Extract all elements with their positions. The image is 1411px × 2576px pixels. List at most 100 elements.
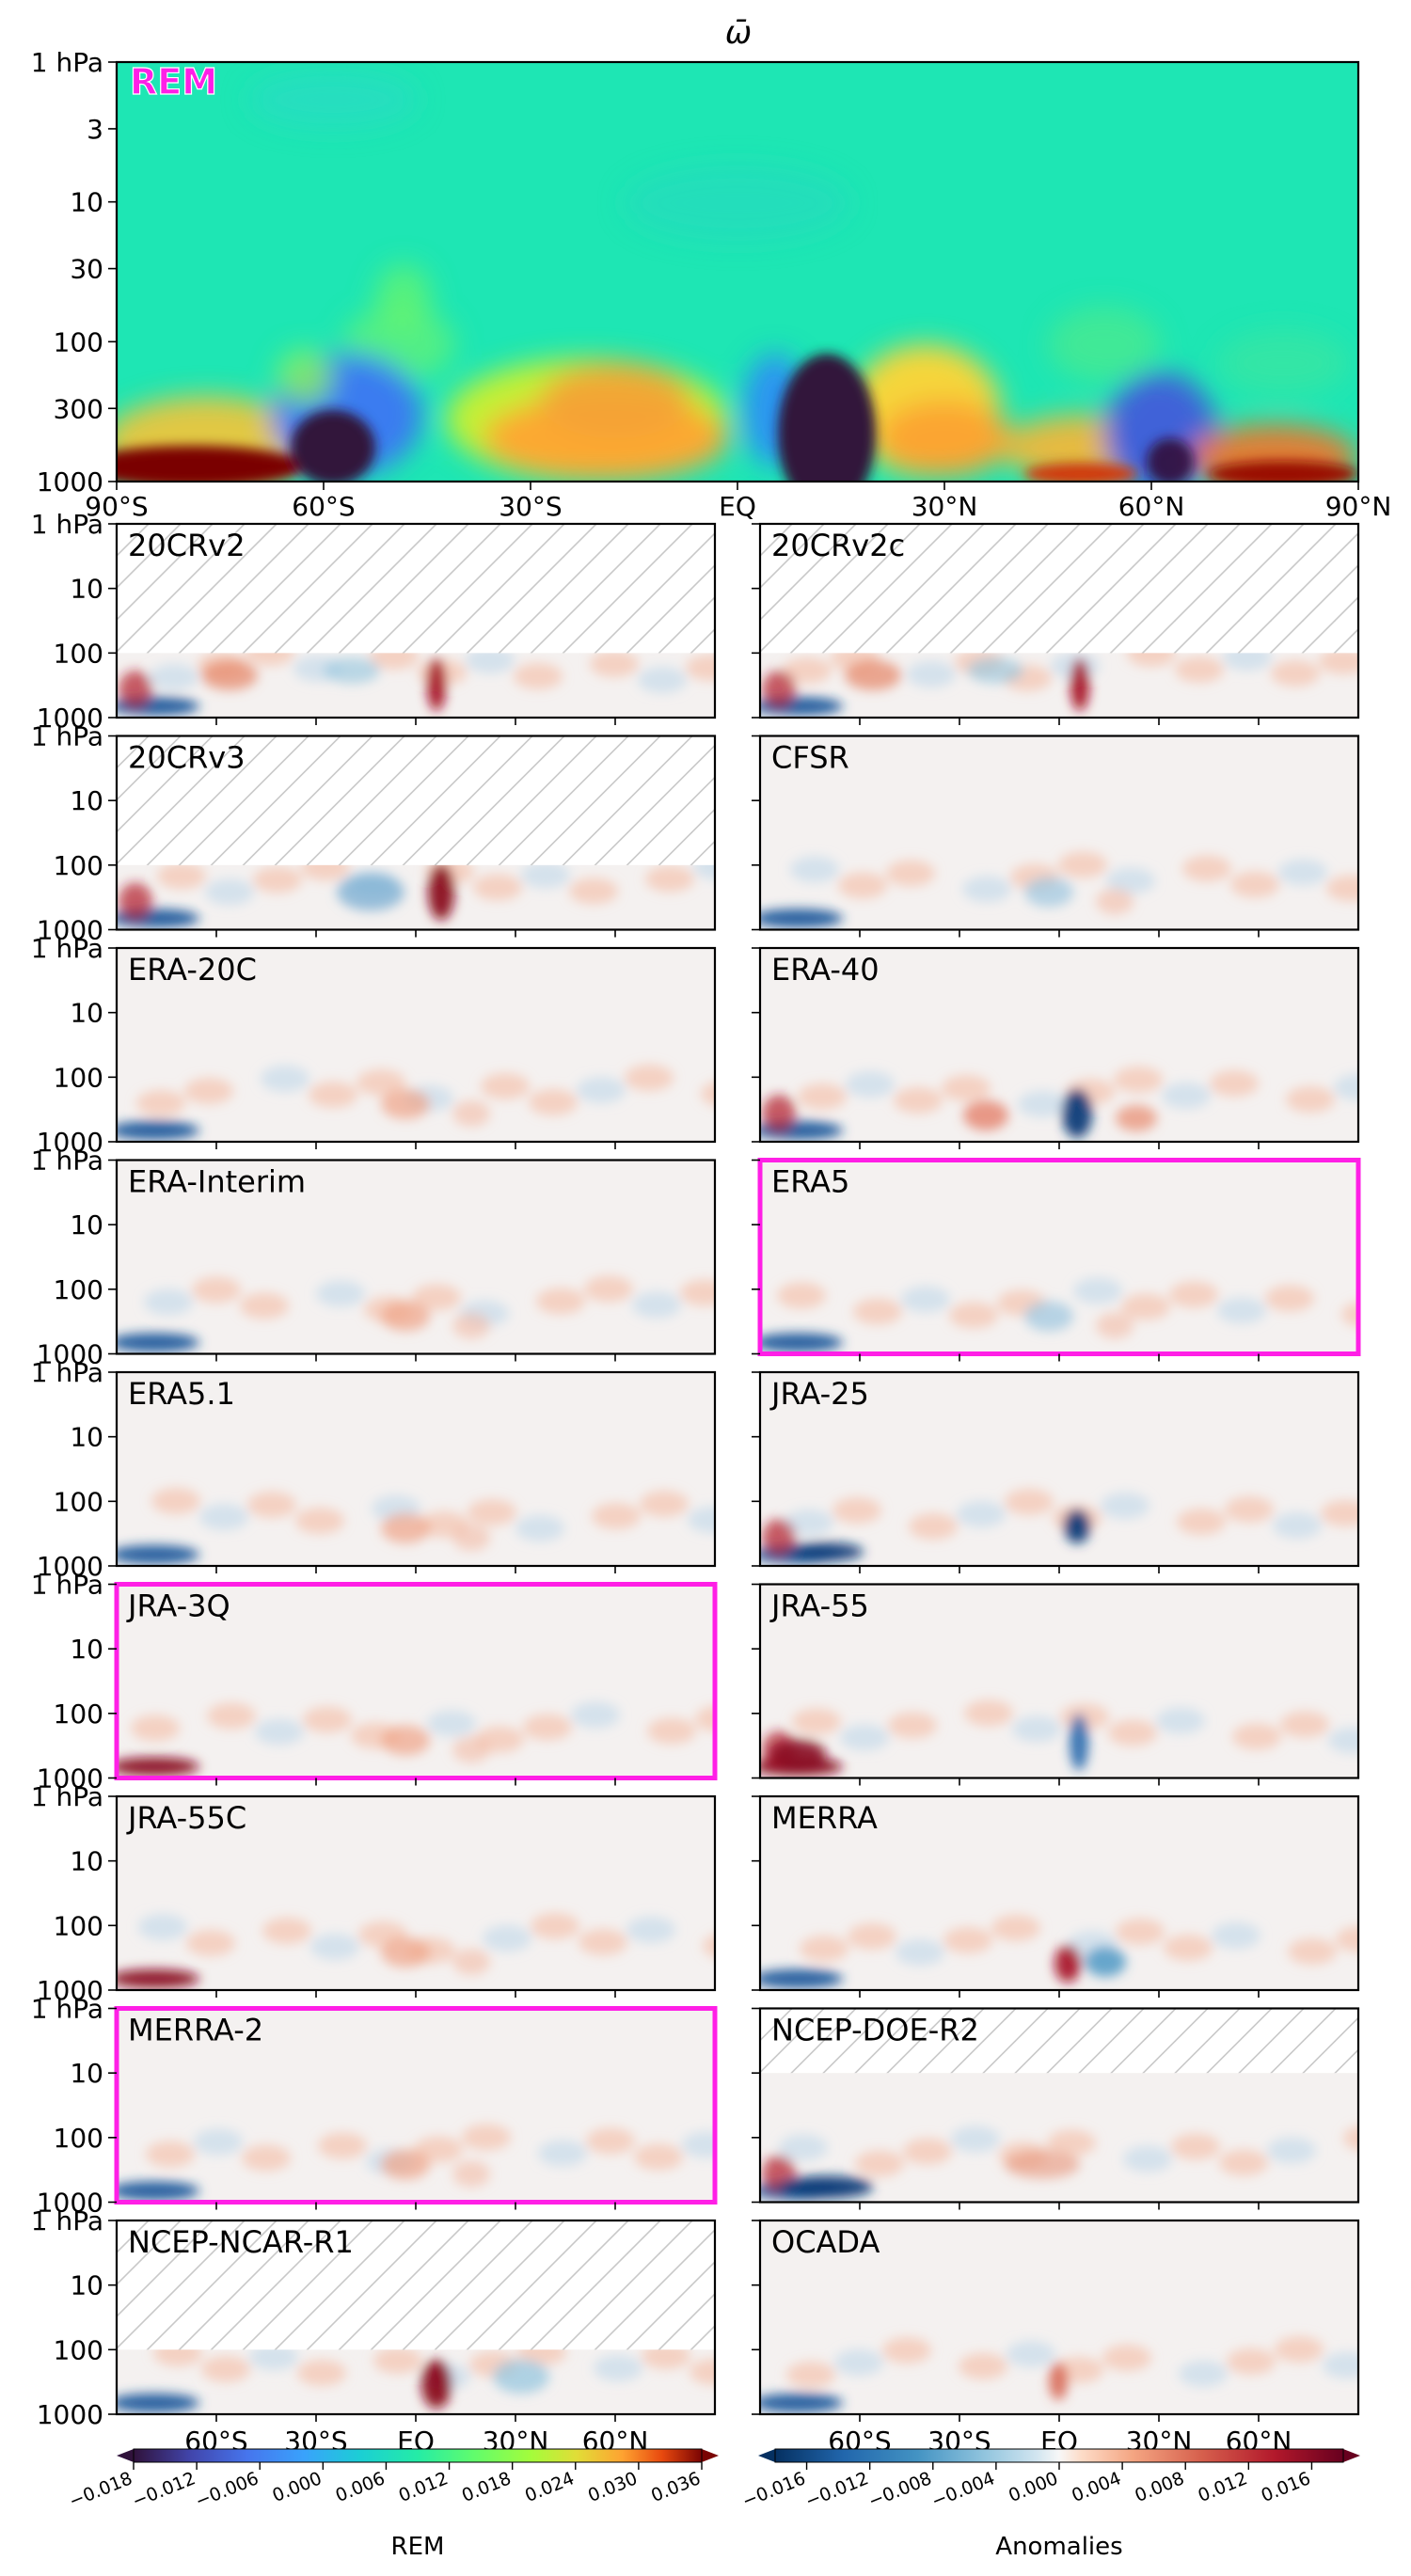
figure-title: ω̄ [725, 14, 752, 52]
rem-x-tick-label: 30°S [499, 491, 562, 522]
colorbar-tick-label: 0.024 [522, 2468, 578, 2506]
panel-y-tick-label: 10 [70, 2058, 103, 2089]
panel-field [760, 2008, 1358, 2203]
panel-field [117, 1584, 715, 1778]
rem-y-tick-label: 100 [54, 326, 103, 357]
colorbar-tick-label: 0.018 [459, 2468, 515, 2506]
panel-label: JRA-55 [769, 1588, 869, 1624]
rem-x-tick-label: 60°S [292, 491, 355, 522]
panel-era-interim: ERA-Interim 1 hPa 10 100 1000 [31, 1146, 717, 1370]
missing-data-hatch [760, 2008, 1358, 2074]
panel-y-tick-label: 100 [54, 638, 103, 669]
panel-y-tick-label: 10 [70, 1422, 103, 1453]
colorbar-tick-label: 0.030 [585, 2468, 641, 2506]
panel-field [117, 2220, 715, 2414]
panel-label: MERRA [771, 1800, 878, 1836]
panel-field [760, 1584, 1358, 1778]
rem-y-tick-label: 1 hPa [31, 47, 103, 78]
rem-x-tick-label: 30°N [912, 491, 978, 522]
colorbar-tick-label: 0.000 [270, 2468, 325, 2506]
panel-y-tick-label: 100 [54, 2123, 103, 2154]
panel-label: JRA-25 [769, 1376, 869, 1412]
panel-y-tick-label: 1000 [37, 1339, 103, 1370]
panel-field [760, 735, 1358, 930]
colorbar-tick-label: 0.006 [333, 2468, 388, 2506]
panel-y-tick-label: 1 hPa [31, 933, 103, 964]
panel-y-tick-label: 1 hPa [31, 1994, 103, 2025]
panel-y-tick-label: 1000 [37, 703, 103, 734]
panel-era-40: ERA-40 [752, 946, 1360, 1149]
panel-field [760, 2220, 1358, 2414]
rem-x-tick-label: 90°S [85, 491, 148, 522]
colorbar-rem: −0.018−0.012−0.006 0.000 0.006 0.012 0.018 0.… [66, 2448, 719, 2561]
panel-field [117, 524, 715, 718]
rem-y-tick-label: 1000 [37, 466, 103, 498]
colorbar-rem-label: REM [391, 2533, 445, 2561]
colorbar-anomalies-label: Anomalies [995, 2533, 1122, 2561]
colorbar-rem-ticks: −0.018−0.012−0.006 0.000 0.006 0.012 0.018 0.… [66, 2462, 704, 2512]
panel-label: NCEP-NCAR-R1 [128, 2224, 354, 2260]
missing-data-hatch [117, 735, 715, 865]
panel-field [117, 948, 715, 1142]
panel-20crv2: 20CRv2 1 hPa 10 100 1000 [31, 509, 717, 734]
panel-y-tick-label: 1 hPa [31, 1146, 103, 1177]
panel-label: NCEP-DOE-R2 [771, 2013, 979, 2048]
panel-label: ERA-Interim [128, 1164, 306, 1200]
panel-label: 20CRv2c [771, 528, 905, 563]
rem-y-axis: 1 hPa 3 10 30 100 300 1000 [31, 47, 117, 498]
panel-label: MERRA-2 [128, 2013, 263, 2048]
colorbar-tick-label: −0.018 [66, 2468, 135, 2512]
panel-y-tick-label: 10 [70, 998, 103, 1029]
panel-y-tick-label: 1000 [37, 1763, 103, 1794]
rem-x-tick-label: 60°N [1118, 491, 1185, 522]
rem-x-tick-label: EQ [719, 491, 756, 522]
colorbar-tick-label: 0.008 [1132, 2468, 1187, 2506]
colorbar-tick-label: −0.012 [802, 2468, 871, 2512]
panel-y-tick-label: 1000 [37, 2399, 103, 2430]
panel-y-tick-label: 100 [54, 850, 103, 881]
colorbar-tick-label: −0.008 [865, 2468, 934, 2512]
missing-data-hatch [117, 524, 715, 654]
panel-y-tick-label: 1 hPa [31, 721, 103, 752]
panel-y-tick-label: 1000 [37, 915, 103, 946]
rem-panel: REM 1 hPa 3 10 30 100 300 1000 90°S 60°S 30°S EQ 3… [31, 47, 1392, 522]
panel-field [117, 1160, 715, 1354]
panel-y-tick-label: 1000 [37, 1975, 103, 2006]
colorbar-tick-label: −0.004 [928, 2468, 997, 2512]
panel-20crv2c: 20CRv2c [752, 522, 1360, 725]
panel-y-tick-label: 1 hPa [31, 1570, 103, 1601]
panel-label: ERA5.1 [128, 1376, 235, 1412]
panel-field [117, 735, 715, 930]
panel-field [117, 2008, 715, 2203]
panel-field [117, 1372, 715, 1566]
panel-y-tick-label: 100 [54, 1699, 103, 1730]
rem-y-tick-label: 30 [70, 254, 103, 285]
panel-jra-55: JRA-55 [752, 1583, 1360, 1786]
rem-y-tick-label: 10 [70, 187, 103, 218]
panel-era5: ERA5 [752, 1158, 1361, 1362]
rem-field [117, 62, 1358, 482]
panel-label: CFSR [771, 740, 849, 776]
panel-y-tick-label: 100 [54, 1062, 103, 1093]
panel-y-tick-label: 100 [54, 1274, 103, 1305]
colorbar-tick-label: −0.012 [130, 2468, 198, 2512]
panel-y-tick-label: 10 [70, 1209, 103, 1241]
panel-field [760, 1160, 1358, 1354]
panel-field [760, 948, 1358, 1142]
panel-y-tick-label: 100 [54, 1910, 103, 1941]
panel-y-tick-label: 1 hPa [31, 1357, 103, 1388]
panel-label: JRA-3Q [126, 1588, 230, 1624]
panel-label: ERA-20C [128, 952, 257, 988]
rem-panel-label: REM [130, 61, 217, 103]
panel-label: ERA-40 [771, 952, 880, 988]
colorbar-tick-label: 0.016 [1259, 2468, 1314, 2506]
colorbar-tick-label: 0.012 [396, 2468, 452, 2506]
panel-y-tick-label: 1000 [37, 1127, 103, 1158]
panel-cfsr: CFSR [752, 735, 1360, 938]
panel-y-tick-label: 10 [70, 2270, 103, 2301]
panel-era-20c: ERA-20C 1 hPa 10 100 1000 [31, 933, 717, 1158]
panel-ncep-doe-r2: NCEP-DOE-R2 [752, 2007, 1360, 2210]
